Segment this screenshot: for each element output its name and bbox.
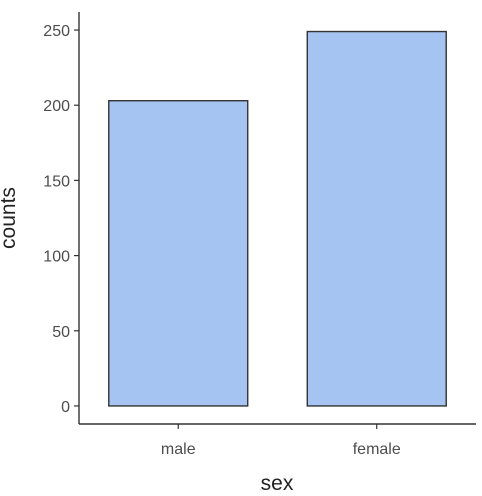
y-tick-label: 50 xyxy=(52,324,70,341)
bar-female xyxy=(306,30,447,407)
x-ticks-group: male female xyxy=(161,424,401,458)
y-tick-label: 200 xyxy=(43,98,70,115)
x-axis-title: sex xyxy=(261,472,294,495)
y-axis-title: counts xyxy=(0,187,20,249)
y-tick-label: 0 xyxy=(61,399,70,416)
bars-group xyxy=(108,30,447,407)
y-ticks-group: 0 50 100 150 200 250 xyxy=(43,23,79,416)
y-tick-label: 150 xyxy=(43,173,70,190)
x-tick-label-female: female xyxy=(353,441,401,458)
x-tick-label-male: male xyxy=(161,441,196,458)
bar-male xyxy=(108,100,249,407)
y-tick-label: 100 xyxy=(43,249,70,266)
y-tick-label: 250 xyxy=(43,23,70,40)
